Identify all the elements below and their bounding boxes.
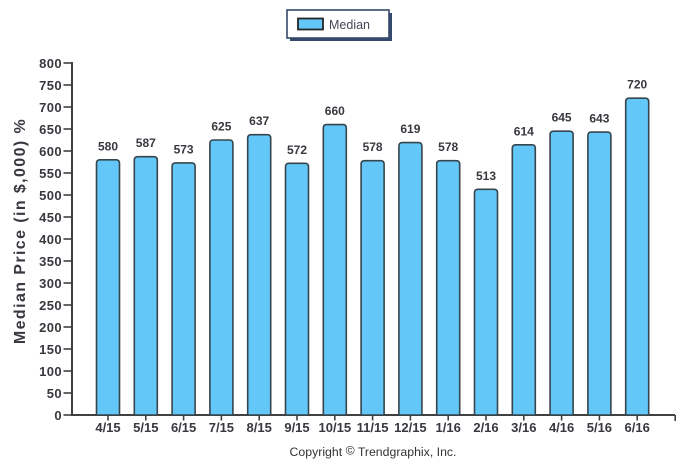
svg-text:580: 580 (98, 139, 118, 153)
svg-text:800: 800 (39, 56, 62, 71)
svg-text:587: 587 (136, 136, 156, 150)
svg-text:3/16: 3/16 (511, 420, 536, 435)
svg-text:637: 637 (249, 114, 269, 128)
svg-text:2/16: 2/16 (473, 420, 498, 435)
svg-text:572: 572 (287, 143, 307, 157)
svg-text:10/15: 10/15 (319, 420, 352, 435)
svg-text:6/16: 6/16 (625, 420, 650, 435)
svg-text:12/15: 12/15 (394, 420, 427, 435)
svg-text:400: 400 (39, 232, 62, 247)
svg-text:650: 650 (39, 122, 62, 137)
svg-text:9/15: 9/15 (284, 420, 309, 435)
svg-text:100: 100 (39, 364, 62, 379)
svg-text:8/15: 8/15 (247, 420, 272, 435)
svg-text:350: 350 (39, 254, 62, 269)
svg-text:250: 250 (39, 298, 62, 313)
svg-text:625: 625 (211, 120, 231, 134)
svg-text:5/15: 5/15 (133, 420, 158, 435)
svg-text:720: 720 (627, 78, 647, 92)
svg-text:614: 614 (514, 124, 534, 138)
svg-text:600: 600 (39, 144, 62, 159)
svg-text:5/16: 5/16 (587, 420, 612, 435)
svg-text:4/15: 4/15 (95, 420, 120, 435)
svg-text:578: 578 (438, 140, 458, 154)
svg-text:300: 300 (39, 276, 62, 291)
svg-text:450: 450 (39, 210, 62, 225)
svg-text:700: 700 (39, 100, 62, 115)
svg-text:0: 0 (54, 408, 62, 423)
svg-text:1/16: 1/16 (436, 420, 461, 435)
svg-text:Copyright © Trendgraphix, Inc.: Copyright © Trendgraphix, Inc. (290, 444, 457, 460)
svg-text:645: 645 (552, 111, 572, 125)
svg-text:150: 150 (39, 342, 62, 357)
svg-text:Median: Median (329, 18, 370, 32)
svg-text:750: 750 (39, 78, 62, 93)
svg-text:4/16: 4/16 (549, 420, 574, 435)
svg-text:550: 550 (39, 166, 62, 181)
svg-text:7/15: 7/15 (209, 420, 234, 435)
svg-text:660: 660 (325, 104, 345, 118)
svg-text:500: 500 (39, 188, 62, 203)
svg-text:573: 573 (174, 142, 194, 156)
svg-text:6/15: 6/15 (171, 420, 196, 435)
svg-text:643: 643 (589, 112, 609, 126)
svg-text:200: 200 (39, 320, 62, 335)
svg-text:578: 578 (363, 140, 383, 154)
svg-text:50: 50 (47, 386, 62, 401)
svg-text:513: 513 (476, 169, 496, 183)
svg-text:619: 619 (400, 122, 420, 136)
svg-text:11/15: 11/15 (357, 420, 389, 435)
svg-text:Median Price (in $,000) %: Median Price (in $,000) % (12, 118, 29, 344)
